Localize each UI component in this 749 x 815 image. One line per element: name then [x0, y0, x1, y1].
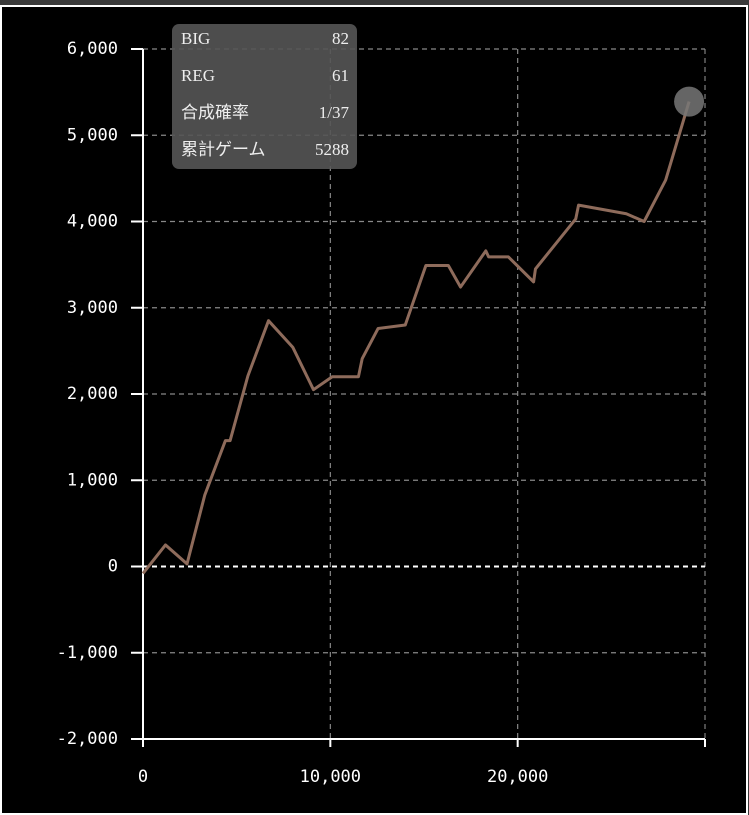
y-tick-label: 1,000 [67, 470, 118, 490]
y-tick-label: -2,000 [57, 729, 118, 749]
y-tick-label: 3,000 [67, 298, 118, 318]
y-tick-label: 6,000 [67, 39, 118, 59]
x-tick-label: 10,000 [300, 767, 361, 787]
stat-value: 82 [332, 29, 349, 48]
stats-box [172, 24, 357, 169]
stat-value: 1/37 [319, 103, 350, 122]
end-point [674, 86, 705, 117]
stat-value: 5288 [315, 140, 349, 159]
x-tick-label: 0 [138, 767, 148, 787]
stat-label: 累計ゲーム [181, 140, 266, 159]
stat-label: REG [181, 66, 215, 85]
y-tick-label: -1,000 [57, 643, 118, 663]
chart-frame [0, 5, 748, 815]
y-tick-label: 4,000 [67, 212, 118, 232]
y-tick-label: 5,000 [67, 125, 118, 145]
line [141, 101, 691, 575]
x-tick-label: 20,000 [487, 767, 548, 787]
y-tick-label: 2,000 [67, 384, 118, 404]
stat-value: 61 [332, 66, 349, 85]
stat-label: 合成確率 [181, 103, 249, 122]
stat-label: BIG [181, 29, 210, 48]
y-tick-label: 0 [108, 557, 118, 577]
